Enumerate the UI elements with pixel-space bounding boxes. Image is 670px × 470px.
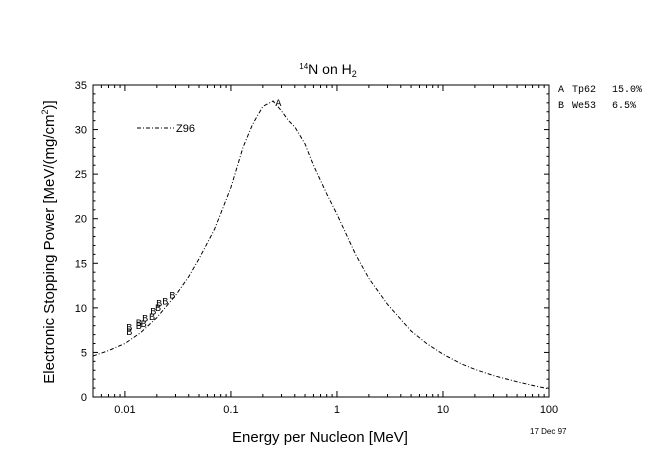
data-point-b: B [141,320,147,331]
y-tick-label: 20 [75,214,87,226]
y-tick-label: 30 [75,125,87,137]
date-stamp: 17 Dec 97 [530,427,567,436]
reference-a-name: Tp62 [572,85,596,96]
y-axis-label-tail: )] [41,100,58,109]
data-point-b: B [142,315,148,326]
data-point-b: B [155,304,161,315]
data-point-b: B [162,298,168,309]
data-point-a: A [275,99,281,110]
reference-a-marker: A [558,85,564,96]
data-point-b: B [136,322,142,333]
ticks-layer: 0 5 10 15 20 25 30 35 0.01 0.1 1 10 100 [75,80,558,416]
chart-title: 14N on H2 [299,61,357,79]
x-tick-label: 10 [437,404,449,416]
y-axis-label-sup: 2 [40,109,50,114]
series-line-z96 [92,100,550,390]
x-tick-label: 100 [540,404,558,416]
title-main: N on H [308,61,352,77]
data-point-b: B [156,300,162,311]
legend-label: Z96 [176,123,195,135]
data-point-b: B [150,308,156,319]
data-point-b: B [149,313,155,324]
y-tick-label: 5 [81,347,87,359]
data-point-b: B [126,328,132,339]
data-point-b: B [126,324,132,335]
reference-b-marker: B [558,101,564,112]
reference-b-name: We53 [572,101,596,112]
data-point-b: B [136,319,142,330]
reference-a-error: 15.0% [612,85,642,96]
y-tick-label: 10 [75,303,87,315]
plot-frame [92,84,550,398]
y-tick-label: 25 [75,169,87,181]
title-superscript: 14 [299,62,308,71]
x-axis-label: Energy per Nucleon [MeV] [232,429,408,446]
x-tick-label: 1 [334,404,340,416]
title-subscript: 2 [352,69,357,79]
y-axis-label: Electronic Stopping Power [MeV/(mg/cm2)] [40,100,58,383]
data-point-b: B [169,291,175,302]
x-tick-label: 0.01 [114,404,135,416]
y-tick-label: 15 [75,258,87,270]
y-axis-label-main: Electronic Stopping Power [MeV/(mg/cm [41,114,58,383]
reference-b-error: 6.5% [612,101,636,112]
curve-layer [92,100,550,390]
y-tick-label: 0 [81,392,87,404]
y-tick-label: 35 [75,80,87,92]
x-tick-label: 0.1 [223,404,238,416]
